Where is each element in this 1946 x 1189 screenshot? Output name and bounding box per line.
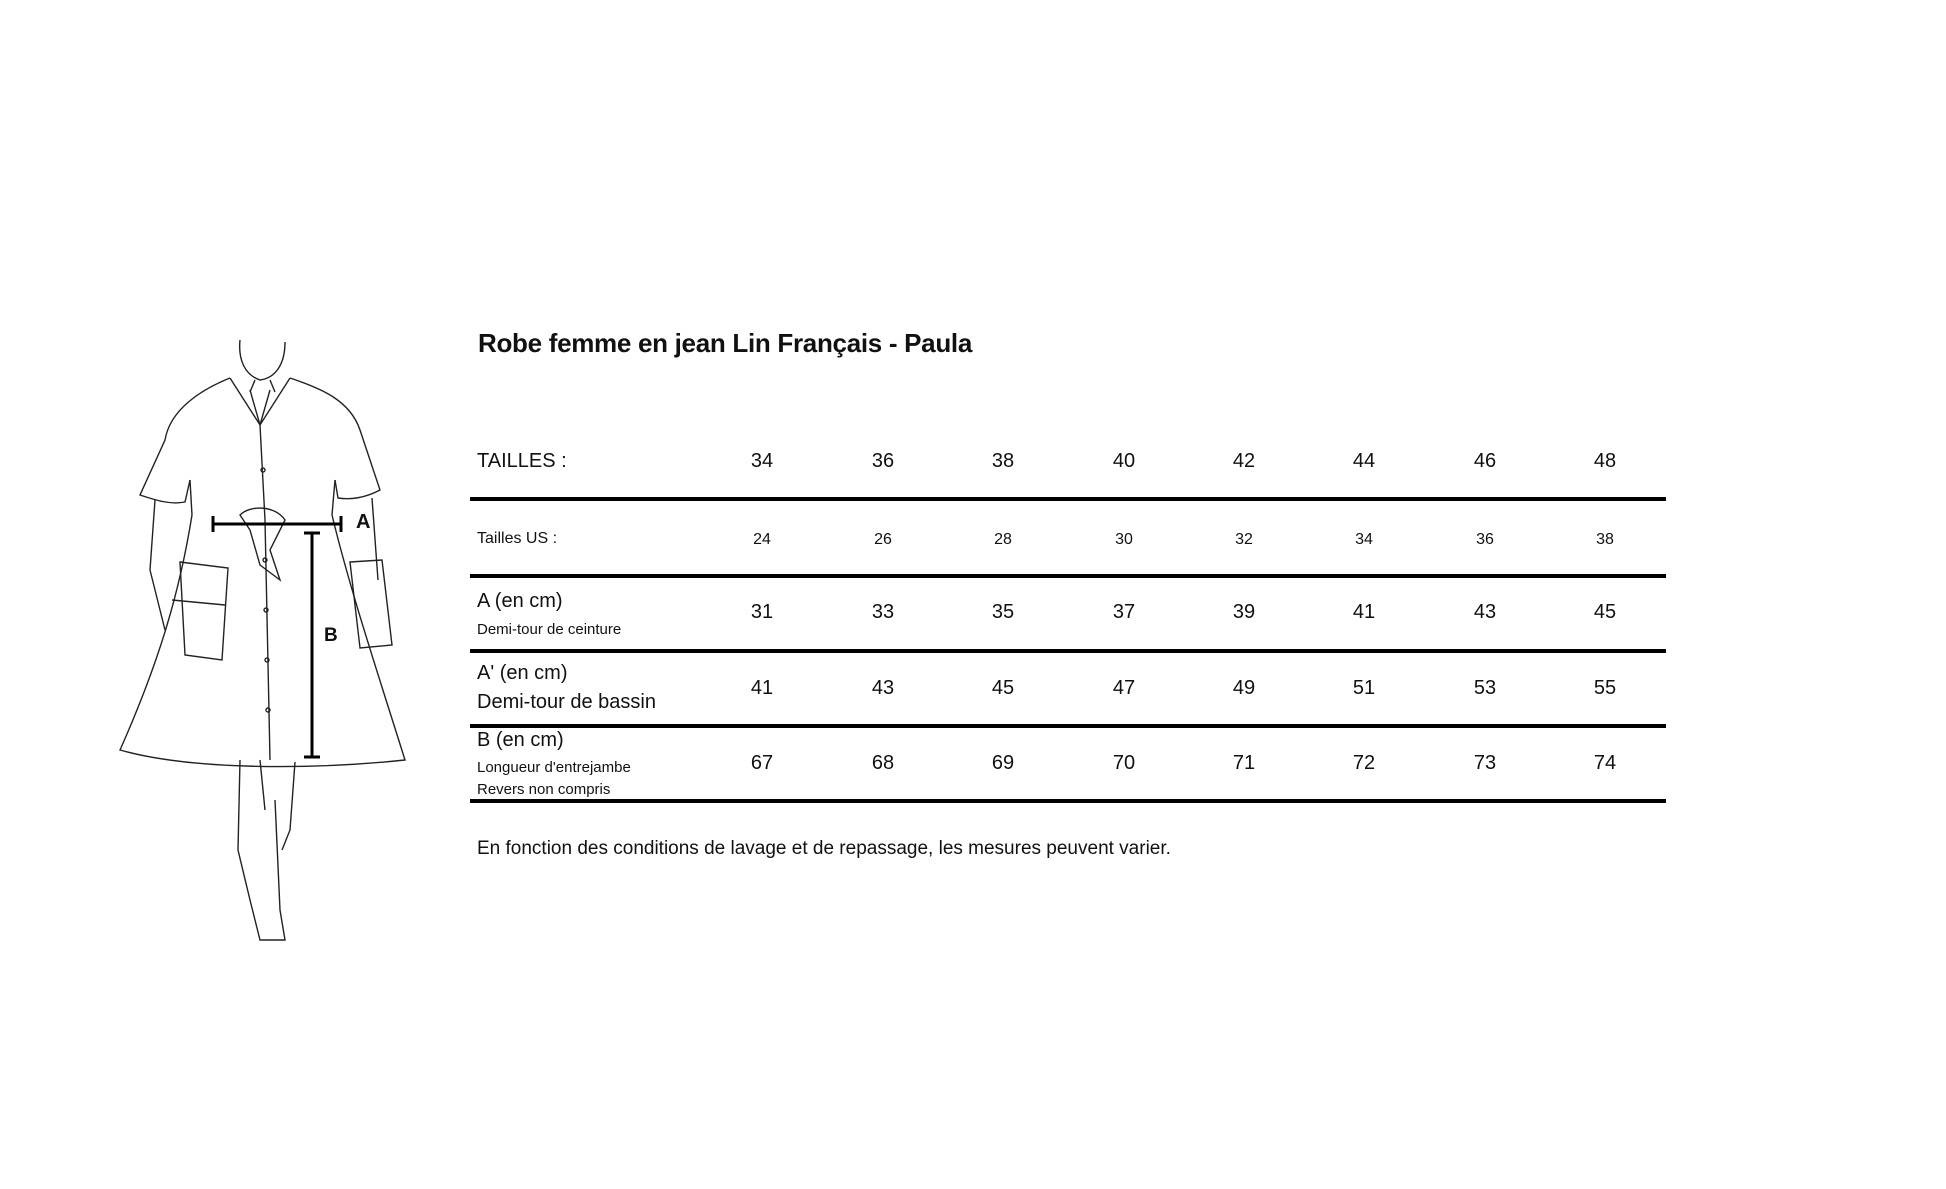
table-cell: 28 [994, 531, 1012, 548]
row-label-us: Tailles US : [477, 530, 558, 547]
table-cell: 55 [1593, 677, 1617, 699]
table-cell: 72 [1352, 752, 1376, 774]
row-sub-a-prime: Demi-tour de bassin [477, 691, 656, 713]
size-header: 44 [1352, 450, 1376, 472]
measure-b-line [304, 531, 320, 759]
table-cell: 36 [1476, 531, 1494, 548]
table-cell: 45 [1593, 601, 1617, 623]
size-header: 48 [1593, 450, 1617, 472]
divider [470, 799, 1666, 803]
table-cell: 33 [871, 601, 895, 623]
care-note: En fonction des conditions de lavage et … [477, 838, 1171, 859]
page-title: Robe femme en jean Lin Français - Paula [478, 328, 973, 358]
table-cell: 37 [1112, 601, 1136, 623]
size-header: 36 [871, 450, 895, 472]
row-sub-a: Demi-tour de ceinture [477, 621, 622, 638]
table-cell: 24 [753, 531, 771, 548]
table-cell: 45 [991, 677, 1015, 699]
divider [470, 649, 1666, 653]
table-cell: 35 [991, 601, 1015, 623]
dress-illustration [119, 339, 406, 941]
table-cell: 34 [1355, 531, 1373, 548]
size-header: 46 [1473, 450, 1497, 472]
row-label-a-prime: A' (en cm) [477, 662, 568, 684]
table-cell: 31 [750, 601, 774, 623]
table-cell: 43 [1473, 601, 1497, 623]
table-cell: 26 [874, 531, 892, 548]
divider [470, 724, 1666, 728]
table-cell: 51 [1352, 677, 1376, 699]
table-cell: 39 [1232, 601, 1256, 623]
table-cell: 69 [991, 752, 1015, 774]
size-header: 38 [991, 450, 1015, 472]
row-label-b: B (en cm) [477, 729, 564, 751]
row-label-a: A (en cm) [477, 590, 563, 612]
table-cell: 49 [1232, 677, 1256, 699]
divider [470, 574, 1666, 578]
table-cell: 41 [750, 677, 774, 699]
row-sub-b-2: Revers non compris [477, 781, 611, 798]
table-cell: 67 [750, 752, 774, 774]
table-cell: 53 [1473, 677, 1497, 699]
table-cell: 38 [1596, 531, 1614, 548]
size-header: 40 [1112, 450, 1136, 472]
size-header: 42 [1232, 450, 1256, 472]
marker-a-label: A [356, 511, 371, 533]
row-sub-b-1: Longueur d'entrejambe [477, 759, 631, 776]
size-header: 34 [750, 450, 774, 472]
table-cell: 47 [1112, 677, 1136, 699]
sizes-label: TAILLES : [477, 450, 567, 472]
table-cell: 68 [871, 752, 895, 774]
table-cell: 43 [871, 677, 895, 699]
marker-b-label: B [324, 625, 338, 646]
table-cell: 32 [1235, 531, 1253, 548]
measure-a-line [211, 516, 343, 532]
table-cell: 41 [1352, 601, 1376, 623]
divider [470, 497, 1666, 501]
table-cell: 70 [1112, 752, 1136, 774]
table-cell: 71 [1232, 752, 1256, 774]
table-cell: 74 [1593, 752, 1617, 774]
table-cell: 30 [1115, 531, 1133, 548]
table-cell: 73 [1473, 752, 1497, 774]
